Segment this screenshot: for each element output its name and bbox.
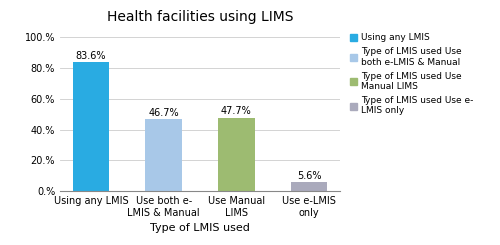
Text: 83.6%: 83.6%	[76, 51, 106, 61]
Text: 47.7%: 47.7%	[221, 106, 252, 116]
Text: 5.6%: 5.6%	[297, 171, 322, 181]
Legend: Using any LMIS, Type of LMIS used Use
both e-LMIS & Manual, Type of LMIS used Us: Using any LMIS, Type of LMIS used Use bo…	[348, 31, 476, 118]
Bar	[291, 183, 328, 191]
Title: Health facilities using LIMS: Health facilities using LIMS	[107, 10, 293, 24]
Bar	[72, 62, 109, 191]
Text: 46.7%: 46.7%	[148, 108, 179, 118]
X-axis label: Type of LMIS used: Type of LMIS used	[150, 223, 250, 233]
Bar	[146, 119, 182, 191]
Bar	[218, 118, 254, 191]
